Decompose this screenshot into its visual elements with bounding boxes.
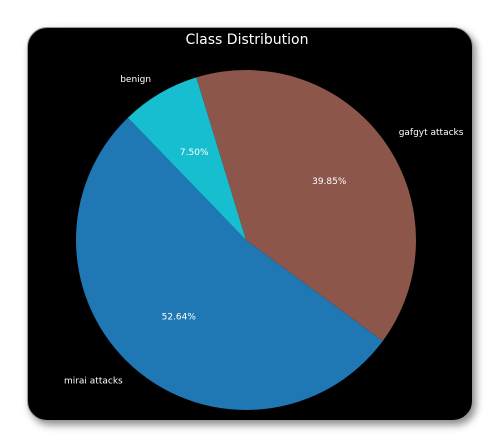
pie-slice-benign [127,77,246,241]
chart-title: Class Distribution [186,32,309,48]
slice-category-label: gafgyt attacks [399,128,464,138]
pie-slice-mirai-attacks [76,117,383,410]
slice-category-label: benign [120,75,151,85]
slice-percent-label: 7.50% [180,148,209,158]
slice-percent-label: 52.64% [162,313,197,323]
slice-percent-label: 39.85% [312,177,347,187]
slice-category-label: mirai attacks [64,377,123,387]
pie-slice-gafgyt-attacks [196,70,416,342]
